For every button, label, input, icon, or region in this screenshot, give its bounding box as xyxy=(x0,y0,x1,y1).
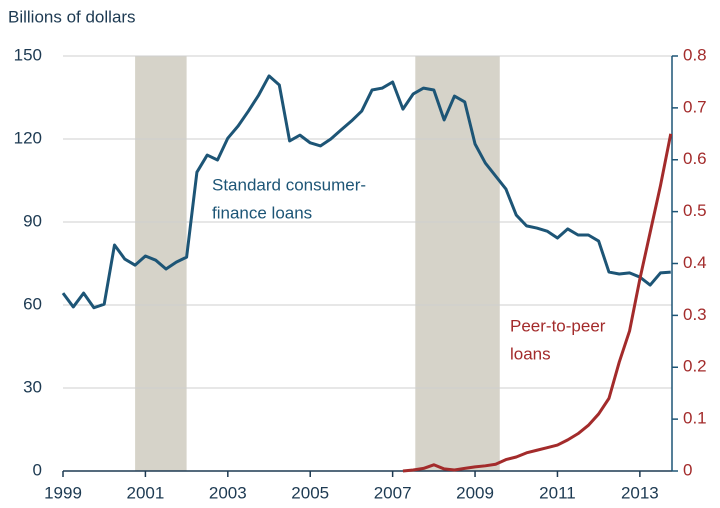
annotation: finance loans xyxy=(212,203,312,222)
x-tick-label: 1999 xyxy=(44,483,82,502)
y2-tick-label: 0.3 xyxy=(683,305,707,324)
y-axis-label: Billions of dollars xyxy=(8,7,136,26)
y2-tick-label: 0.5 xyxy=(683,201,707,220)
y2-tick-label: 0.1 xyxy=(683,409,707,428)
y2-tick-label: 0.4 xyxy=(683,253,707,272)
y2-tick-label: 0.6 xyxy=(683,149,707,168)
x-tick-label: 2007 xyxy=(374,483,412,502)
y2-tick-label: 0.8 xyxy=(683,45,707,64)
y-tick-label: 30 xyxy=(23,377,42,396)
y2-tick-label: 0 xyxy=(683,460,692,479)
series-line xyxy=(61,74,671,310)
y-tick-label: 150 xyxy=(14,45,42,64)
y-tick-label: 60 xyxy=(23,294,42,313)
x-tick-label: 2005 xyxy=(291,483,329,502)
y-tick-label: 90 xyxy=(23,211,42,230)
y2-tick-label: 0.7 xyxy=(683,97,707,116)
x-tick-label: 2013 xyxy=(621,483,659,502)
x-tick-label: 2001 xyxy=(126,483,164,502)
annotation: Peer-to-peer xyxy=(510,316,606,335)
y-tick-label: 120 xyxy=(14,128,42,147)
annotation: loans xyxy=(510,344,551,363)
x-tick-label: 2011 xyxy=(539,483,576,502)
recession-band xyxy=(415,56,500,471)
y-tick-label: 0 xyxy=(33,460,42,479)
annotation: Standard consumer- xyxy=(212,175,366,194)
x-tick-label: 2009 xyxy=(456,483,494,502)
series-line xyxy=(402,133,673,473)
x-tick-label: 2003 xyxy=(209,483,247,502)
y2-tick-label: 0.2 xyxy=(683,357,707,376)
